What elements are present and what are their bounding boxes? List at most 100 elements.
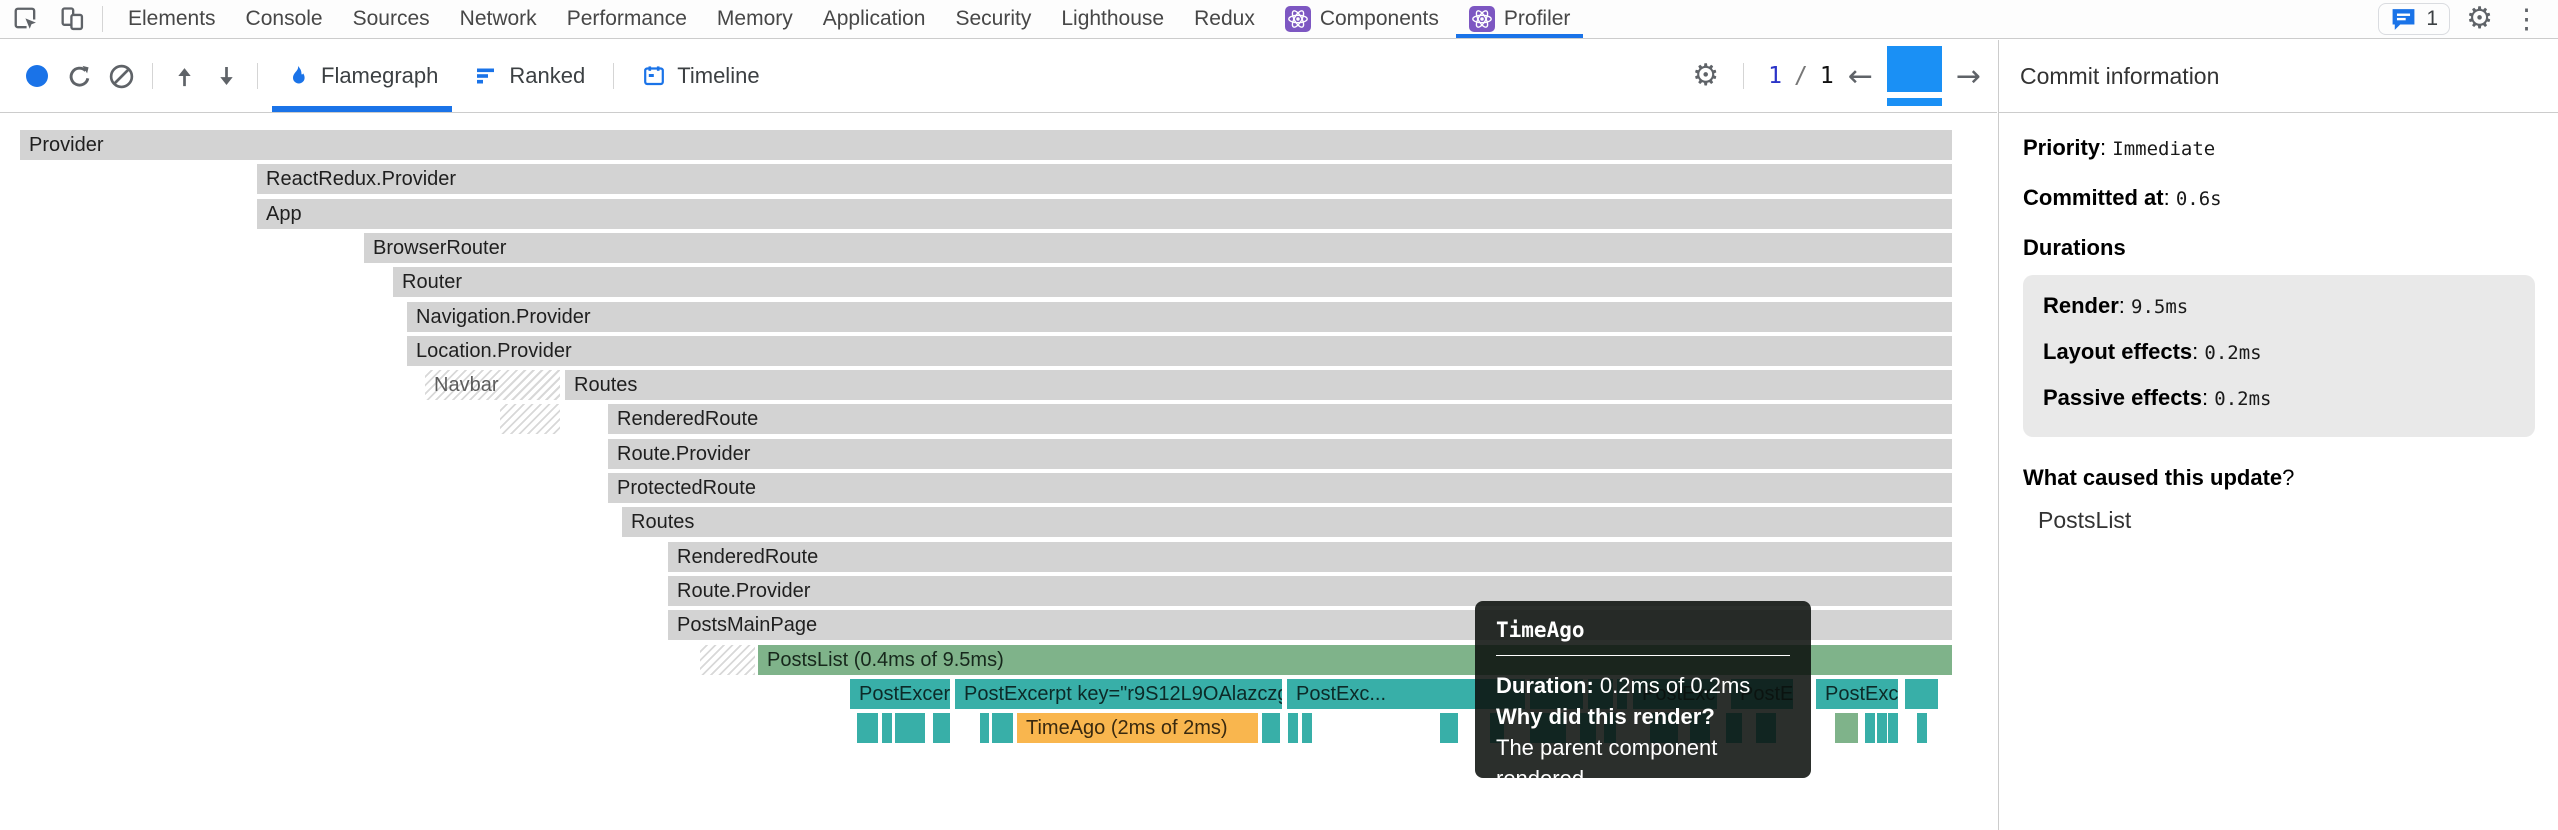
flame-bar[interactable]: [1905, 679, 1938, 709]
what-caused-heading: What caused this update?: [2023, 465, 2295, 490]
commit-count-separator: /: [1794, 63, 1808, 89]
commit-navigation: ⚙ 1 / 1 ← →: [1692, 46, 1981, 106]
flame-bar[interactable]: [1302, 713, 1312, 743]
issues-counter[interactable]: 1: [2378, 3, 2451, 35]
flame-bar[interactable]: [1288, 713, 1298, 743]
tooltip-why-question: Why did this render?: [1496, 704, 1715, 729]
tab-memory[interactable]: Memory: [702, 0, 808, 38]
flame-bar-Location.Provider[interactable]: Location.Provider: [407, 336, 1952, 366]
flame-bar[interactable]: [1262, 713, 1280, 743]
tab-redux[interactable]: Redux: [1179, 0, 1270, 38]
flame-bar[interactable]: [857, 713, 878, 743]
flame-bar[interactable]: [1835, 713, 1858, 743]
colon: :: [2100, 135, 2107, 160]
colon: :: [2118, 293, 2125, 318]
question-mark: ?: [2282, 465, 2295, 490]
tab-components[interactable]: Components: [1270, 0, 1454, 38]
load-profile-button[interactable]: [163, 55, 205, 97]
clear-profile-button[interactable]: [100, 55, 142, 97]
flame-bar-PostExcer...[interactable]: PostExcer...: [850, 679, 950, 709]
colon: :: [2192, 339, 2199, 364]
flame-bar[interactable]: [1917, 713, 1927, 743]
issues-bubble-icon: [2390, 7, 2417, 31]
flame-bar-ReactRedux.Provider[interactable]: ReactRedux.Provider: [257, 164, 1952, 194]
layout-effects-value: 0.2ms: [2204, 342, 2262, 364]
gear-icon[interactable]: ⚙: [1692, 59, 1720, 92]
flame-bar[interactable]: [1888, 713, 1898, 743]
flame-bar[interactable]: [980, 713, 989, 743]
tab-flamegraph[interactable]: Flamegraph: [268, 40, 456, 112]
flame-bar-ProtectedRoute[interactable]: ProtectedRoute: [608, 473, 1952, 503]
tab-label: Performance: [566, 7, 687, 30]
flame-bar-BrowserRouter[interactable]: BrowserRouter: [364, 233, 1952, 263]
flame-bar-Navbar[interactable]: Navbar: [425, 370, 560, 400]
layout-effects-row: Layout effects: 0.2ms: [2043, 339, 2262, 364]
passive-effects-row: Passive effects: 0.2ms: [2043, 385, 2272, 410]
flame-bar[interactable]: [895, 713, 925, 743]
flame-bar-Navigation.Provider[interactable]: Navigation.Provider: [407, 302, 1952, 332]
tab-security[interactable]: Security: [940, 0, 1046, 38]
flame-bar[interactable]: [1865, 713, 1875, 743]
flame-bar[interactable]: [1877, 713, 1887, 743]
kebab-menu-icon[interactable]: ⋮: [2513, 3, 2540, 34]
flame-bar-TimeAgo[interactable]: TimeAgo (2ms of 2ms): [1017, 713, 1258, 743]
flame-bar[interactable]: [1440, 713, 1458, 743]
divider: [152, 63, 153, 89]
durations-heading: Durations: [2023, 235, 2126, 260]
tab-application[interactable]: Application: [808, 0, 941, 38]
flame-bar[interactable]: [933, 713, 950, 743]
next-commit-arrow-icon[interactable]: →: [1955, 58, 1981, 94]
tab-profiler[interactable]: Profiler: [1454, 0, 1586, 38]
commit-bar-baseline: [1886, 98, 1942, 106]
flame-bar[interactable]: [992, 713, 1013, 743]
tab-label: Flamegraph: [321, 63, 439, 88]
tab-lighthouse[interactable]: Lighthouse: [1046, 0, 1179, 38]
timeline-icon: [642, 64, 666, 88]
tab-timeline[interactable]: Timeline: [624, 40, 777, 112]
divider: [257, 63, 258, 89]
tab-label: Ranked: [509, 63, 586, 88]
priority-label: Priority: [2023, 135, 2101, 160]
commit-count: 1 / 1: [1768, 63, 1834, 89]
priority-row: Priority: Immediate: [2023, 135, 2535, 161]
gear-icon[interactable]: ⚙: [2466, 2, 2493, 35]
tab-performance[interactable]: Performance: [552, 0, 702, 38]
tab-ranked[interactable]: Ranked: [456, 40, 603, 112]
total-commit-number: 1: [1819, 63, 1834, 89]
flame-bar[interactable]: [882, 713, 892, 743]
tab-label: Components: [1319, 7, 1439, 30]
update-cause-component-link[interactable]: PostsList: [2038, 507, 2132, 533]
flame-bar-PostExcerpt[interactable]: PostExcerpt key="r9S12L9OAlazczgw...: [955, 679, 1282, 709]
tab-network[interactable]: Network: [445, 0, 552, 38]
tab-label: Lighthouse: [1061, 7, 1165, 30]
tab-elements[interactable]: Elements: [113, 0, 231, 38]
flame-bar-App[interactable]: App: [257, 199, 1952, 229]
flame-bar-RenderedRoute[interactable]: RenderedRoute: [668, 542, 1952, 572]
flame-bar-RenderedRoute[interactable]: RenderedRoute: [608, 404, 1952, 434]
colon: :: [2163, 185, 2170, 210]
flame-bar-Provider[interactable]: Provider: [20, 130, 1952, 160]
save-profile-button[interactable]: [205, 55, 247, 97]
reload-and-profile-button[interactable]: [58, 55, 100, 97]
flamegraph: Provider ReactRedux.Provider App BrowserRou…: [20, 130, 1952, 743]
flame-bar[interactable]: [500, 404, 560, 434]
previous-commit-arrow-icon[interactable]: ←: [1847, 58, 1873, 94]
tab-console[interactable]: Console: [231, 0, 338, 38]
commit-bar-selector[interactable]: [1886, 46, 1942, 106]
flame-bar-Router[interactable]: Router: [393, 267, 1952, 297]
flame-bar[interactable]: [700, 645, 755, 675]
committed-at-label: Committed at: [2023, 185, 2164, 210]
tab-sources[interactable]: Sources: [338, 0, 445, 38]
record-button[interactable]: [16, 55, 58, 97]
flame-bar-Route.Provider[interactable]: Route.Provider: [608, 439, 1952, 469]
inspect-element-icon[interactable]: [6, 3, 46, 35]
flame-bar-PostExc...[interactable]: PostExc...: [1816, 679, 1898, 709]
flame-bar-Routes[interactable]: Routes: [622, 507, 1952, 537]
tab-label: Console: [245, 7, 323, 30]
device-toolbar-icon[interactable]: [52, 3, 92, 35]
record-icon: [26, 65, 48, 87]
passive-effects-value: 0.2ms: [2214, 388, 2272, 410]
tooltip-why-answer: The parent component rendered.: [1496, 735, 1718, 791]
flame-bar-Routes[interactable]: Routes: [565, 370, 1952, 400]
committed-at-value: 0.6s: [2175, 188, 2222, 210]
